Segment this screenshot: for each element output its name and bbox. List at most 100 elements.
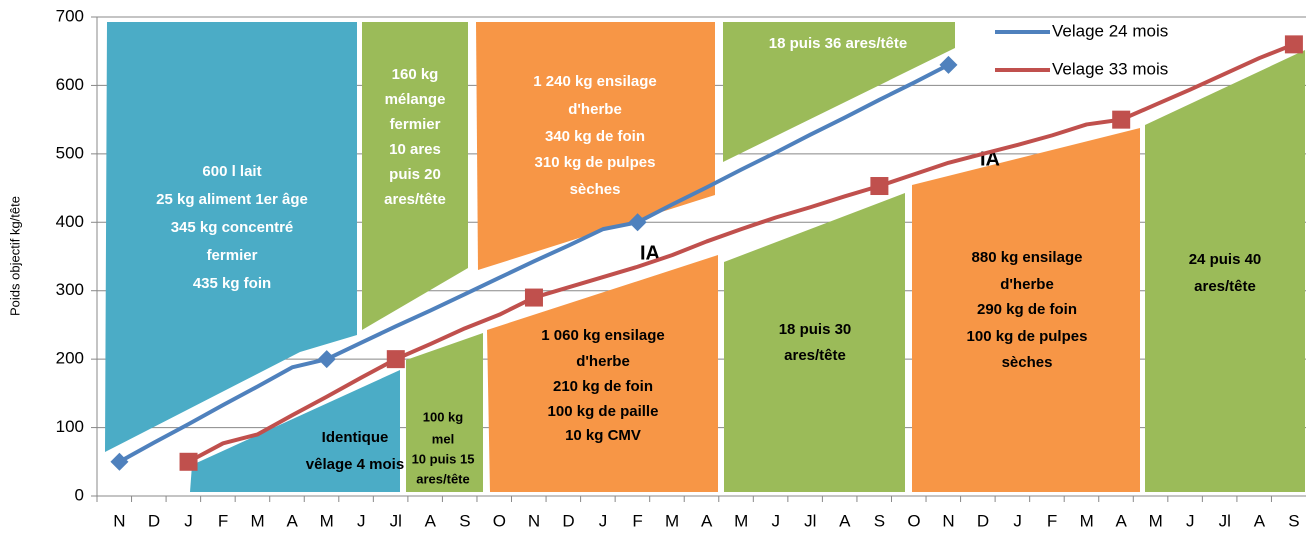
x-tick-label: Jl <box>1219 511 1231 530</box>
zone <box>406 333 483 492</box>
x-tick-label: N <box>942 511 954 530</box>
annotation: mélange <box>385 91 446 108</box>
annotation: 100 kg de paille <box>548 403 659 420</box>
annotation: d'herbe <box>576 353 630 370</box>
x-tick-label: A <box>286 511 298 530</box>
y-tick-label: 400 <box>56 212 84 231</box>
annotation: mel <box>432 431 454 446</box>
x-tick-label: F <box>632 511 642 530</box>
zone <box>487 255 718 492</box>
annotation: ares/tête <box>1194 278 1256 295</box>
y-tick-label: 200 <box>56 349 84 368</box>
marker <box>1112 110 1131 129</box>
annotation: 340 kg de foin <box>545 128 645 145</box>
annotation: 310 kg de pulpes <box>535 154 656 171</box>
x-tick-label: S <box>874 511 885 530</box>
plot: 0 100 200 300 400 500 600 700 N D J F M A M J Jl A S O N D J F M… <box>56 6 1303 530</box>
zone <box>105 22 357 452</box>
annotation: 100 kg <box>423 409 464 424</box>
x-tick-label: D <box>977 511 989 530</box>
zone <box>723 22 955 162</box>
zone <box>912 128 1140 492</box>
annotation: 10 kg CMV <box>565 427 641 444</box>
x-tick-label: Jl <box>390 511 402 530</box>
annotation: 100 kg de pulpes <box>967 328 1088 345</box>
annotation: 10 puis 15 <box>412 451 475 466</box>
x-tick-label: J <box>772 511 781 530</box>
series-line <box>118 63 950 464</box>
annotation: ares/tête <box>416 471 469 486</box>
x-tick-label: Jl <box>804 511 816 530</box>
x-tick-label: F <box>218 511 228 530</box>
annotation: ares/tête <box>784 347 846 364</box>
annotation: 290 kg de foin <box>977 301 1077 318</box>
x-tick-label: J <box>1013 511 1022 530</box>
x-tick-label: A <box>425 511 437 530</box>
annotations: 600 l lait 25 kg aliment 1er âge 345 kg co… <box>156 35 1261 486</box>
annotation: 18 puis 30 <box>779 321 852 338</box>
x-tick-label: S <box>459 511 470 530</box>
y-tick-label: 100 <box>56 417 84 436</box>
annotation: 18 puis 36 ares/tête <box>769 35 907 52</box>
feeding-zones <box>105 22 1305 492</box>
annotation: 160 kg <box>392 66 439 83</box>
annotation: IA <box>640 242 660 264</box>
x-tick-label: J <box>184 511 193 530</box>
annotation: 600 l lait <box>202 163 261 180</box>
x-tick-label: N <box>113 511 125 530</box>
annotation: Identique <box>322 429 389 446</box>
x-tick-label: M <box>251 511 265 530</box>
zone <box>1145 50 1305 492</box>
y-tick-label: 700 <box>56 6 84 25</box>
annotation: 25 kg aliment 1er âge <box>156 191 308 208</box>
x-tick-label: M <box>1149 511 1163 530</box>
annotation: d'herbe <box>1000 276 1054 293</box>
marker <box>939 55 958 74</box>
x-tick-label: O <box>907 511 920 530</box>
x-tick-label: M <box>734 511 748 530</box>
y-axis-label: Poids objectif kg/tête <box>7 196 22 316</box>
annotation: fermier <box>207 247 258 264</box>
annotation: 435 kg foin <box>193 275 271 292</box>
annotation: 24 puis 40 <box>1189 251 1262 268</box>
annotation: 10 ares <box>389 141 441 158</box>
y-tick-label: 600 <box>56 75 84 94</box>
annotation: sèches <box>1002 354 1053 371</box>
marker <box>179 452 198 471</box>
marker <box>317 350 336 369</box>
x-tick-label: D <box>148 511 160 530</box>
x-tick-label: J <box>1186 511 1195 530</box>
marker <box>110 452 129 471</box>
annotation: sèches <box>570 181 621 198</box>
y-tick-label: 500 <box>56 143 84 162</box>
x-tick-label: M <box>320 511 334 530</box>
zone <box>724 193 905 492</box>
x-tick-label: M <box>1080 511 1094 530</box>
x-tick-label: M <box>665 511 679 530</box>
legend-label: Velage 33 mois <box>1052 59 1168 78</box>
marker <box>870 177 889 196</box>
annotation: 1 240 kg ensilage <box>533 73 656 90</box>
x-tick-label: A <box>839 511 851 530</box>
zone <box>476 22 715 270</box>
x-tick-label: D <box>562 511 574 530</box>
annotation: d'herbe <box>568 101 622 118</box>
annotation: fermier <box>390 116 441 133</box>
annotation: 345 kg concentré <box>171 219 294 236</box>
annotation: vêlage 4 mois <box>306 456 404 473</box>
series-line <box>187 42 1295 464</box>
legend-label: Velage 24 mois <box>1052 21 1168 40</box>
y-tick-label: 300 <box>56 280 84 299</box>
annotation: 880 kg ensilage <box>972 249 1083 266</box>
x-tick-label: N <box>528 511 540 530</box>
y-tick-label: 0 <box>75 485 84 504</box>
zone <box>190 370 400 492</box>
annotation: ares/tête <box>384 191 446 208</box>
x-tick-label: A <box>701 511 713 530</box>
annotation: 210 kg de foin <box>553 378 653 395</box>
marker <box>386 350 405 369</box>
x-tick-label: J <box>357 511 366 530</box>
marker <box>628 213 647 232</box>
